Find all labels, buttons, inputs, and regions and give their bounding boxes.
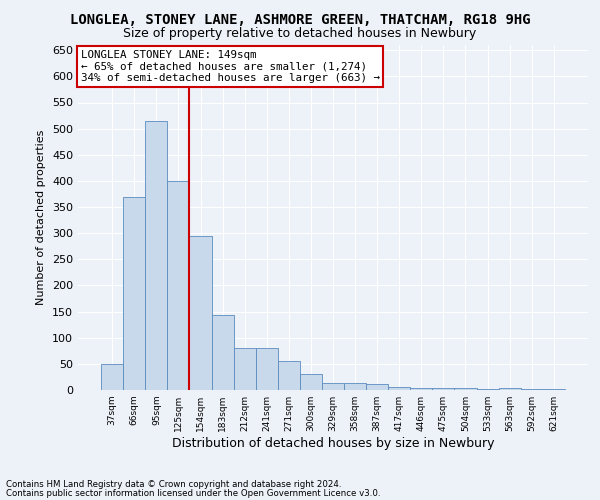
- Text: LONGLEA STONEY LANE: 149sqm
← 65% of detached houses are smaller (1,274)
34% of : LONGLEA STONEY LANE: 149sqm ← 65% of det…: [80, 50, 380, 84]
- Bar: [433, 388, 454, 390]
- Bar: [123, 196, 145, 390]
- Bar: [388, 388, 410, 390]
- Bar: [167, 181, 190, 390]
- Y-axis label: Number of detached properties: Number of detached properties: [37, 130, 46, 305]
- Bar: [322, 383, 344, 390]
- Bar: [454, 388, 476, 390]
- Bar: [344, 383, 366, 390]
- Bar: [278, 361, 300, 390]
- Bar: [101, 364, 123, 390]
- Bar: [233, 348, 256, 390]
- Bar: [300, 374, 322, 390]
- Bar: [256, 348, 278, 390]
- Bar: [543, 389, 565, 390]
- X-axis label: Distribution of detached houses by size in Newbury: Distribution of detached houses by size …: [172, 437, 494, 450]
- Bar: [145, 121, 167, 390]
- Bar: [410, 388, 433, 390]
- Text: Contains HM Land Registry data © Crown copyright and database right 2024.: Contains HM Land Registry data © Crown c…: [6, 480, 341, 489]
- Bar: [212, 316, 233, 390]
- Bar: [190, 236, 212, 390]
- Text: Contains public sector information licensed under the Open Government Licence v3: Contains public sector information licen…: [6, 488, 380, 498]
- Bar: [499, 388, 521, 390]
- Text: LONGLEA, STONEY LANE, ASHMORE GREEN, THATCHAM, RG18 9HG: LONGLEA, STONEY LANE, ASHMORE GREEN, THA…: [70, 12, 530, 26]
- Bar: [366, 384, 388, 390]
- Text: Size of property relative to detached houses in Newbury: Size of property relative to detached ho…: [124, 28, 476, 40]
